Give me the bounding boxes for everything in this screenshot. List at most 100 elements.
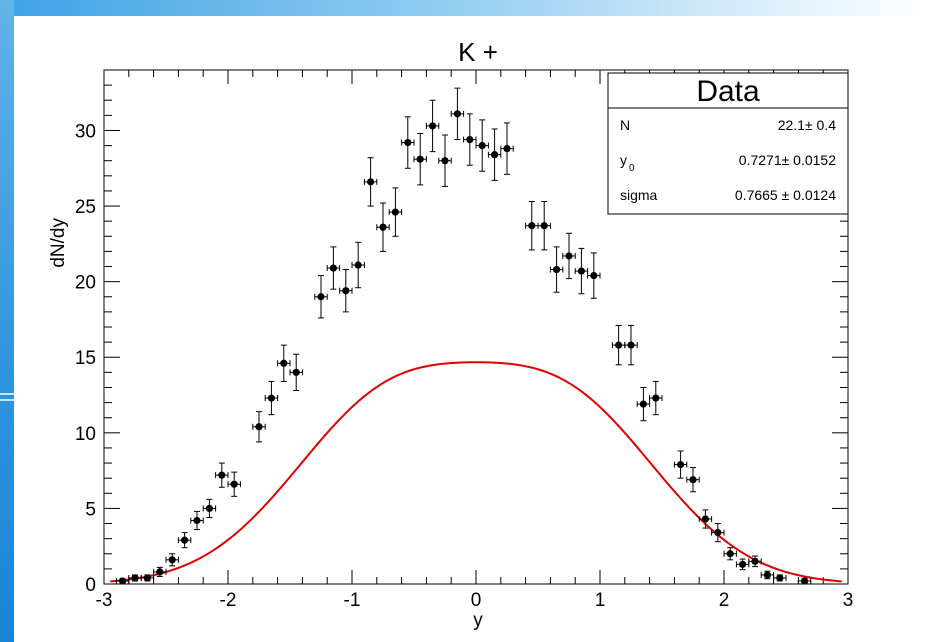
data-marker <box>404 138 412 147</box>
x-tick-label: 2 <box>719 590 730 611</box>
data-point <box>450 87 465 141</box>
data-marker <box>181 536 189 544</box>
data-marker <box>453 110 461 118</box>
data-marker <box>553 265 561 274</box>
data-point <box>735 558 750 571</box>
y-tick-label: 30 <box>75 121 96 142</box>
data-point <box>388 187 403 237</box>
data-marker <box>503 145 511 153</box>
y-tick-label: 10 <box>75 424 96 445</box>
data-point <box>438 134 452 187</box>
data-point <box>698 509 713 529</box>
data-marker <box>391 208 399 216</box>
data-marker <box>193 516 201 525</box>
data-point <box>748 555 762 568</box>
data-marker <box>119 577 127 585</box>
data-marker <box>689 476 697 484</box>
data-point <box>711 523 725 543</box>
data-point <box>587 252 601 299</box>
data-marker <box>317 293 325 301</box>
stats-box-frame <box>607 72 849 215</box>
data-point <box>686 467 700 493</box>
data-marker <box>565 252 573 260</box>
data-marker <box>478 141 486 150</box>
data-marker <box>627 341 635 349</box>
data-marker <box>801 577 809 585</box>
data-point <box>525 201 539 251</box>
data-point <box>723 547 737 561</box>
data-point <box>351 241 365 289</box>
data-point <box>574 247 589 295</box>
x-tick-label: 1 <box>595 590 606 611</box>
data-point <box>153 566 167 577</box>
data-marker <box>441 157 449 165</box>
stats-box-title: Data <box>696 75 760 108</box>
data-point <box>636 386 651 422</box>
data-point <box>190 510 204 531</box>
x-tick-label: -2 <box>220 590 237 611</box>
x-tick-label: -3 <box>96 590 113 611</box>
data-marker <box>267 394 275 402</box>
data-point <box>128 574 142 582</box>
stats-label-n: N <box>620 117 630 133</box>
stats-label-y0-subscript: 0 <box>629 163 635 174</box>
data-marker <box>205 504 213 513</box>
data-point <box>413 132 427 186</box>
data-marker <box>292 368 300 376</box>
data-marker <box>540 222 548 230</box>
data-point <box>760 570 775 580</box>
data-marker <box>280 359 288 367</box>
data-point <box>500 122 514 175</box>
data-point <box>326 246 341 290</box>
data-marker <box>131 574 139 582</box>
x-tick-label: 3 <box>843 590 854 611</box>
stats-value-y0: 0.7271± 0.0152 <box>739 152 836 168</box>
stats-label-sigma: sigma <box>620 187 658 203</box>
data-marker <box>739 560 747 568</box>
data-marker <box>354 261 362 269</box>
data-point <box>252 411 266 443</box>
data-marker <box>230 480 238 488</box>
data-marker <box>168 556 176 564</box>
plot-canvas: K + -3 -2 -1 0 1 2 3 0 5 10 15 20 25 30 y dN/dy Data … <box>14 16 925 642</box>
data-marker <box>577 267 586 275</box>
data-point <box>215 462 229 488</box>
y-tick-label: 20 <box>75 273 96 294</box>
data-marker <box>342 287 350 295</box>
data-point <box>673 450 688 479</box>
fit-curve <box>110 361 842 583</box>
data-marker <box>701 515 710 523</box>
data-marker <box>429 122 437 130</box>
data-marker <box>143 574 151 582</box>
data-point <box>549 246 564 293</box>
frame-left-band <box>0 0 14 642</box>
data-marker <box>491 151 499 159</box>
data-point <box>264 380 279 416</box>
data-point <box>611 324 626 366</box>
data-marker <box>751 557 759 565</box>
data-marker <box>639 400 648 408</box>
data-point <box>339 269 353 313</box>
data-marker <box>776 574 784 582</box>
y-tick-label: 15 <box>75 348 96 369</box>
data-marker <box>763 571 772 579</box>
data-marker <box>726 550 734 558</box>
y-tick-label: 25 <box>75 197 96 218</box>
data-marker <box>255 423 263 431</box>
data-point <box>314 275 328 319</box>
data-point <box>797 577 812 585</box>
data-point <box>277 344 291 382</box>
data-marker <box>677 460 685 469</box>
data-point <box>227 471 241 497</box>
data-marker <box>379 223 387 231</box>
data-marker <box>156 568 164 576</box>
data-marker <box>528 222 536 230</box>
data-point <box>115 577 130 585</box>
data-marker <box>416 155 424 163</box>
y-tick-label: 5 <box>85 499 96 520</box>
data-marker <box>590 272 598 280</box>
data-point <box>463 113 477 166</box>
x-tick-label: 0 <box>471 590 482 611</box>
stats-value-n: 22.1± 0.4 <box>778 117 836 133</box>
y-axis-title: dN/dy <box>48 218 69 268</box>
